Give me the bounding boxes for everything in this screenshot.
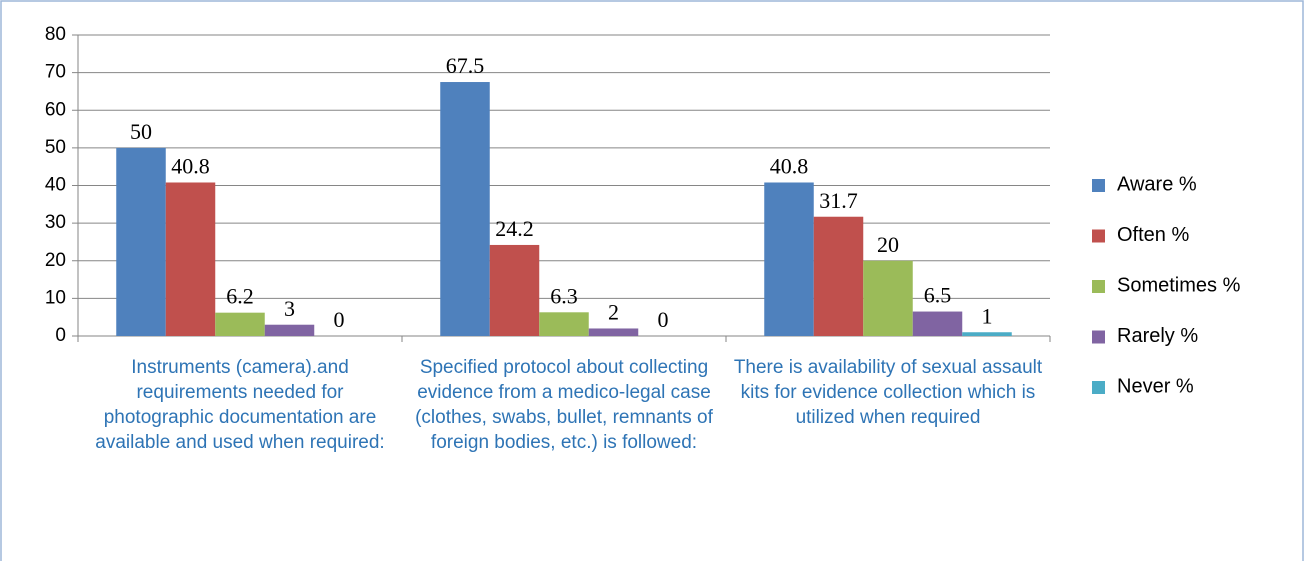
x-tick-label: Instruments (camera).and requirements ne… [95, 357, 385, 453]
legend-swatch [1092, 179, 1105, 192]
bar [863, 260, 913, 336]
legend-label: Often % [1117, 224, 1189, 246]
y-tick-label: 40 [45, 175, 66, 196]
data-label: 31.7 [819, 188, 858, 213]
bar [764, 182, 814, 336]
data-label: 1 [982, 303, 993, 328]
data-label: 40.8 [770, 154, 809, 179]
data-label: 2 [608, 300, 619, 325]
legend-label: Never % [1117, 375, 1194, 397]
bar [912, 311, 963, 336]
data-label: 6.2 [226, 284, 254, 309]
x-tick-label: Specified protocol about collecting evid… [415, 357, 713, 453]
legend-swatch [1092, 330, 1105, 344]
y-tick-label: 50 [45, 137, 66, 158]
y-tick-label: 80 [45, 24, 66, 45]
y-tick-label: 0 [55, 325, 66, 346]
bar [165, 182, 216, 336]
bar [264, 324, 315, 336]
legend-label: Sometimes % [1117, 274, 1241, 296]
data-label: 6.5 [924, 283, 952, 308]
legend-swatch [1092, 229, 1105, 243]
legend-swatch [1092, 381, 1105, 394]
y-tick-label: 60 [45, 99, 66, 120]
bar [116, 147, 166, 336]
data-label: 20 [877, 232, 899, 257]
bar [489, 244, 540, 336]
bar [588, 328, 639, 336]
data-label: 0 [334, 307, 345, 332]
bar [440, 82, 490, 336]
legend-label: Rarely % [1117, 325, 1198, 347]
bar [215, 312, 265, 336]
legend-label: Aware % [1117, 173, 1197, 195]
bar [962, 332, 1012, 336]
bar [813, 216, 864, 336]
data-label: 24.2 [495, 216, 534, 241]
data-label: 0 [658, 307, 669, 332]
data-label: 67.5 [446, 53, 485, 78]
y-tick-label: 30 [45, 212, 66, 233]
y-tick-label: 20 [45, 250, 66, 271]
data-label: 3 [284, 296, 295, 321]
data-label: 50 [130, 119, 152, 144]
legend-swatch [1092, 280, 1105, 293]
x-tick-label: There is availability of sexual assault … [733, 357, 1043, 428]
data-label: 40.8 [171, 154, 210, 179]
data-label: 6.3 [550, 283, 578, 308]
y-tick-label: 10 [45, 287, 66, 308]
y-tick-label: 70 [45, 62, 66, 83]
bar [539, 312, 589, 336]
